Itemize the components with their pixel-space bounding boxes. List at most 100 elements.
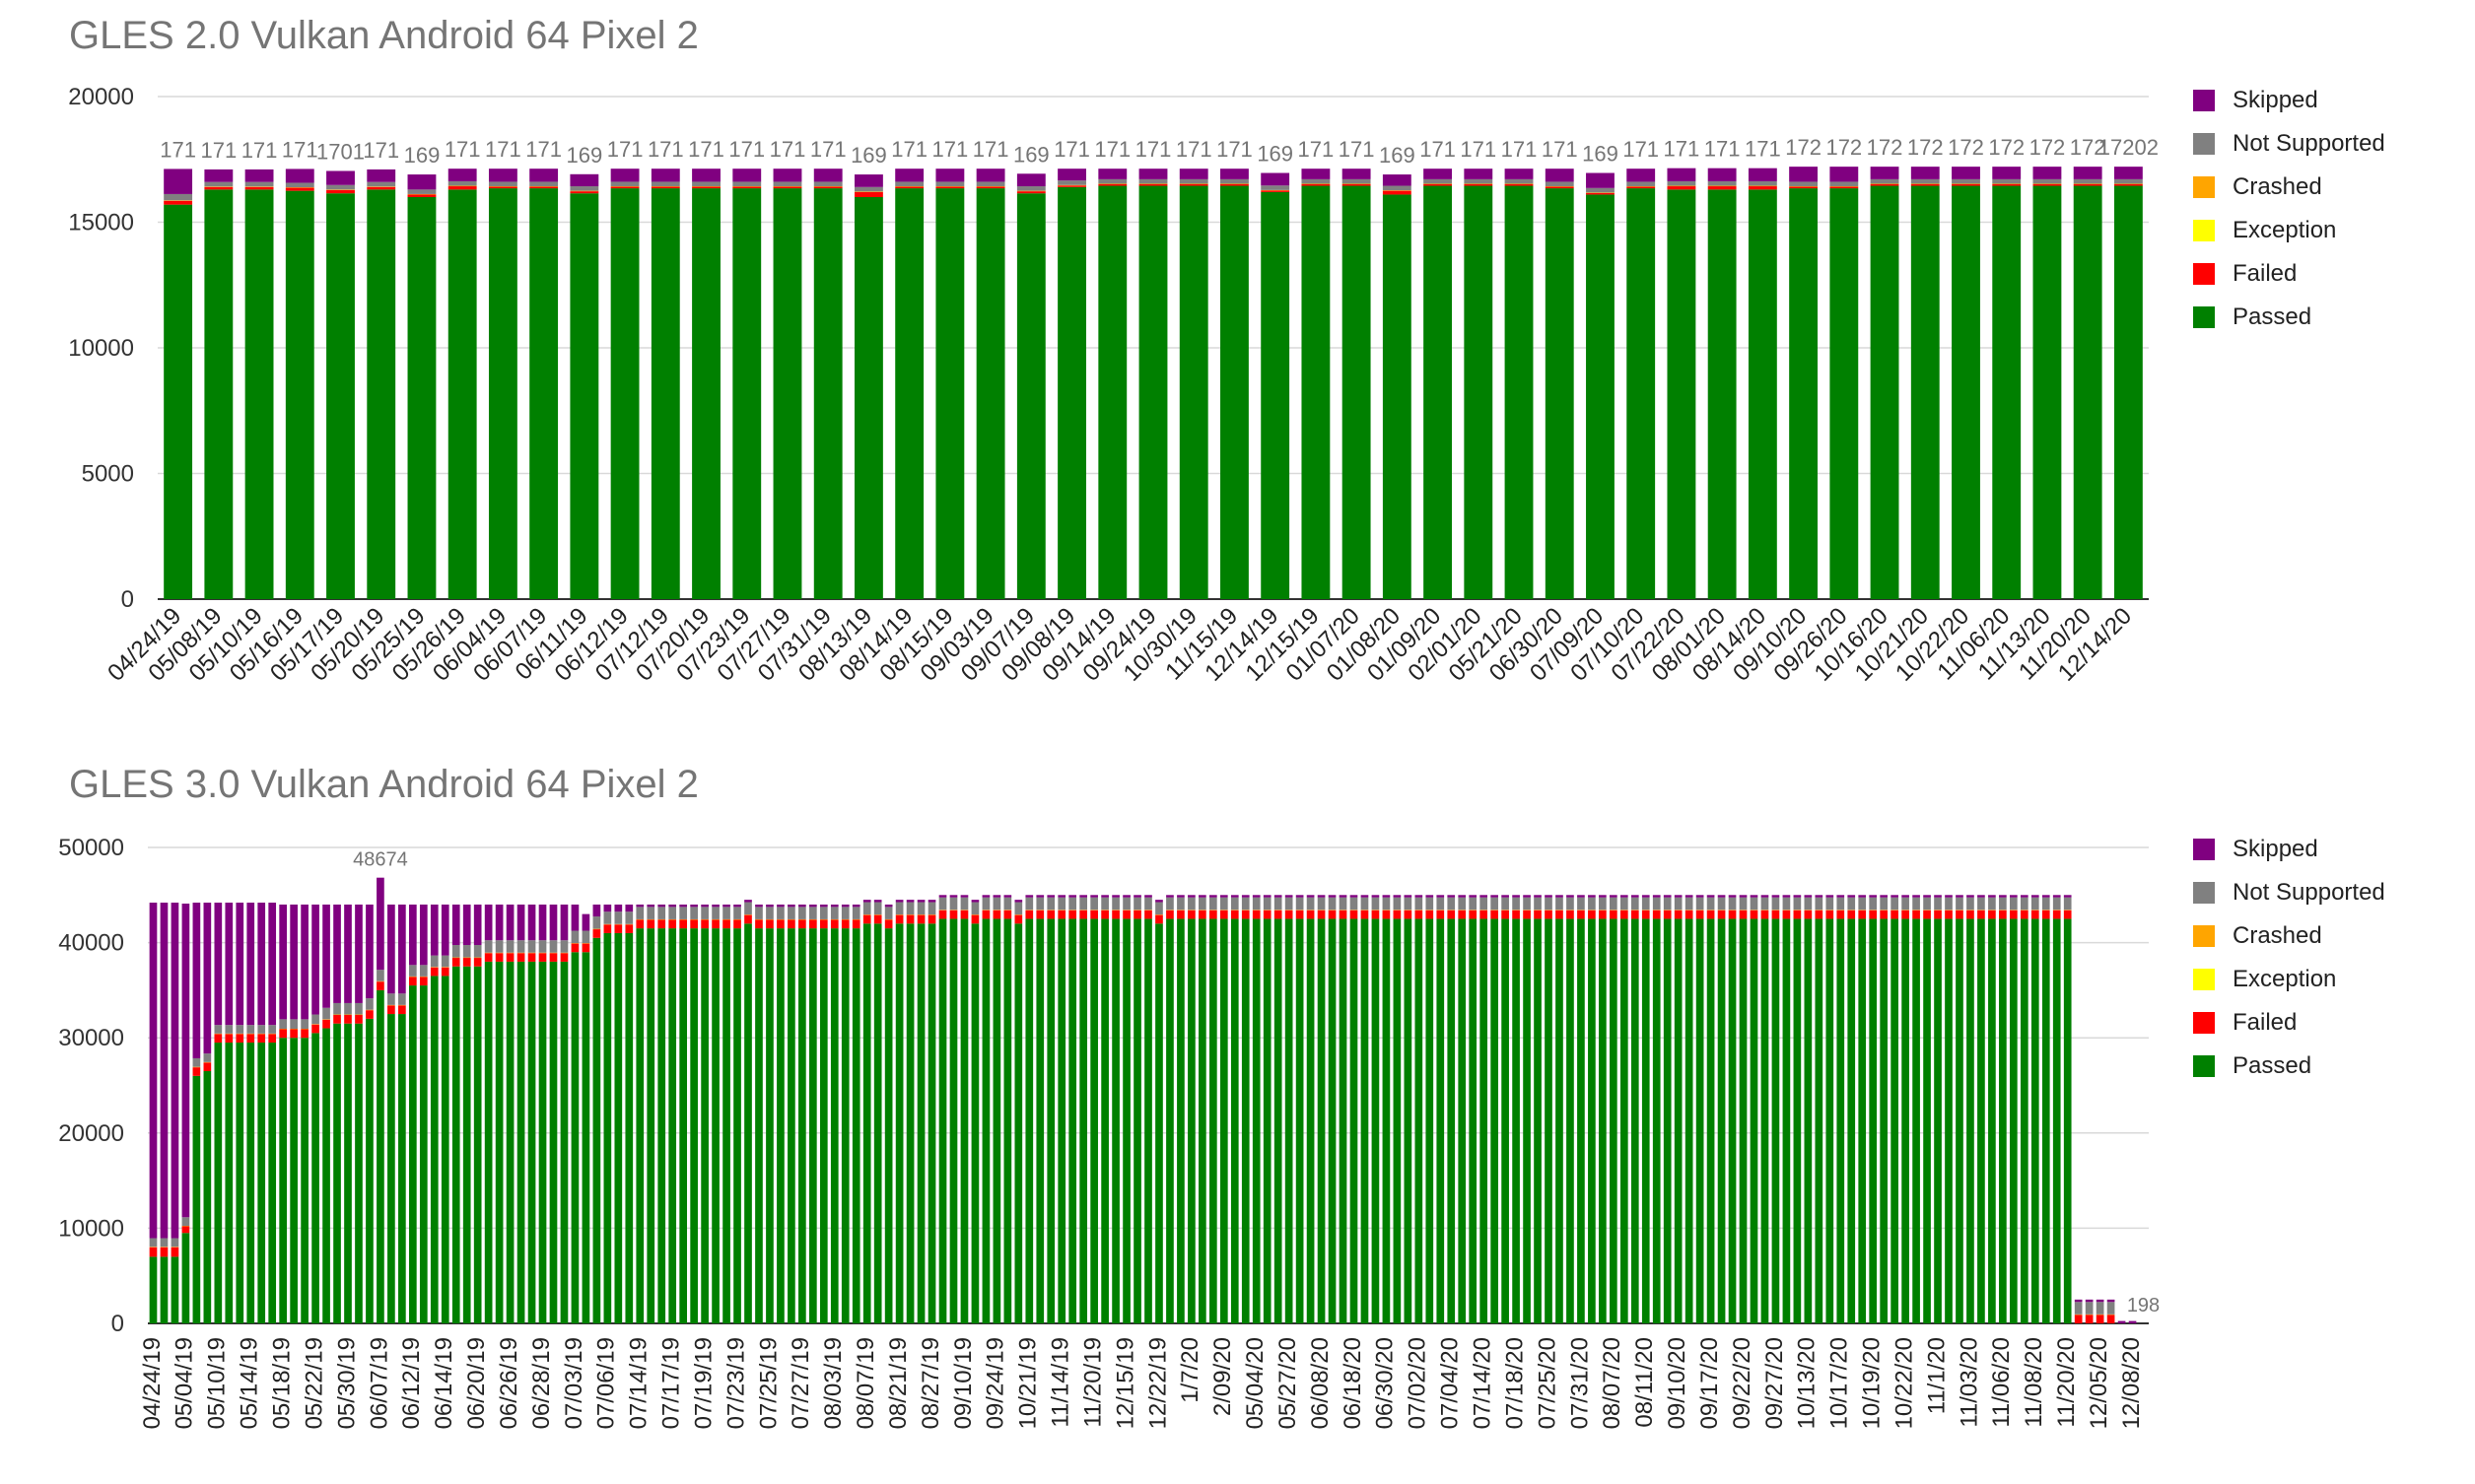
bar-segment-passed	[1652, 918, 1661, 1323]
bar-segment-not-supported	[1079, 897, 1088, 911]
legend-label: Skipped	[2233, 836, 2318, 862]
bar-segment-skipped	[560, 904, 569, 941]
bar-segment-skipped	[1609, 895, 1617, 898]
bar-segment-not-supported	[1490, 897, 1498, 911]
data-label: 171	[1745, 137, 1781, 162]
data-label: 172	[1785, 135, 1822, 160]
bar-segment-passed	[1566, 918, 1574, 1323]
bar-segment-not-supported	[1436, 897, 1445, 911]
bar-segment-not-supported	[1825, 897, 1834, 911]
bar-segment-failed	[322, 1019, 330, 1029]
bar-segment-failed	[451, 958, 460, 967]
data-label: 171	[1460, 137, 1496, 162]
x-tick-label: 05/10/19	[204, 1337, 231, 1429]
bar-segment-failed	[1469, 910, 1478, 919]
bar-segment-not-supported	[755, 907, 763, 919]
x-tick-label: 1/7/20	[1177, 1337, 1203, 1403]
bar-segment-skipped	[1880, 895, 1889, 898]
bar-segment-failed	[813, 186, 843, 189]
data-label: 171	[688, 137, 724, 162]
legend-label: Failed	[2233, 260, 2298, 287]
bar-segment-passed	[701, 928, 709, 1323]
data-label: 172	[2029, 135, 2066, 160]
bar-segment-skipped	[1910, 167, 1940, 179]
bar-segment-passed	[755, 928, 763, 1323]
bar-segment-skipped	[2085, 1299, 2094, 1303]
bar-segment-skipped	[636, 904, 645, 908]
bar-segment-failed	[884, 919, 893, 929]
legend-swatch	[2193, 220, 2215, 241]
bar-segment-not-supported	[1155, 902, 1163, 915]
bar-segment-skipped	[1934, 895, 1942, 898]
bar-segment-skipped	[625, 904, 634, 912]
bar-segment-not-supported	[1782, 897, 1791, 911]
bar-segment-crashed	[976, 186, 1005, 187]
bar-segment-failed	[1317, 910, 1326, 919]
bar-segment-failed	[2106, 1315, 2115, 1323]
bar-segment-failed	[1025, 910, 1034, 919]
x-tick-label: 12/22/19	[1144, 1337, 1171, 1429]
bar-segment-not-supported	[873, 902, 882, 915]
bar-segment-failed	[1977, 910, 1985, 919]
data-label: 171	[728, 137, 765, 162]
x-tick-label: 06/26/19	[496, 1337, 522, 1429]
bar-segment-passed	[1663, 918, 1672, 1323]
bar-segment-passed	[1166, 918, 1174, 1323]
y-tick-label: 50000	[58, 835, 124, 861]
bar-segment-failed	[1079, 910, 1088, 919]
bar-segment-not-supported	[322, 1007, 330, 1020]
bar-segment-not-supported	[917, 902, 926, 915]
bar-segment-not-supported	[1836, 897, 1845, 911]
legend-swatch	[2193, 882, 2215, 904]
bar-segment-skipped	[884, 904, 893, 908]
bar-segment-passed	[1371, 918, 1380, 1323]
bar-segment-not-supported	[668, 907, 677, 919]
bar-segment-not-supported	[160, 1238, 169, 1248]
bar-segment-skipped	[603, 904, 612, 912]
bar-segment-skipped	[225, 903, 234, 1026]
bar-segment-passed	[603, 932, 612, 1323]
bar-segment-not-supported	[1545, 897, 1552, 911]
bar-segment-failed	[149, 1247, 158, 1257]
bar-segment-failed	[1188, 910, 1196, 919]
bar-segment-skipped	[1208, 895, 1217, 898]
bar-segment-not-supported	[1609, 897, 1617, 911]
bar-segment-not-supported	[1717, 897, 1726, 911]
bar-segment-not-supported	[625, 911, 634, 924]
legend-swatch	[2193, 176, 2215, 198]
x-tick-label: 06/20/19	[463, 1337, 490, 1429]
bar-segment-passed	[1047, 918, 1056, 1323]
bar-segment-skipped	[164, 169, 193, 194]
bar-segment-failed	[1501, 910, 1509, 919]
bar-segment-failed	[1295, 910, 1304, 919]
data-label: 171	[1419, 137, 1456, 162]
data-label: 171	[607, 137, 644, 162]
bar-segment-failed	[1199, 910, 1206, 919]
bar-segment-failed	[592, 929, 601, 938]
legend-swatch	[2193, 133, 2215, 155]
bar-segment-passed	[1836, 918, 1845, 1323]
x-tick-label: 09/10/20	[1664, 1337, 1690, 1429]
bar-segment-passed	[873, 923, 882, 1323]
bar-segment-skipped	[773, 169, 802, 182]
bar-segment-passed	[884, 928, 893, 1323]
bar-segment-skipped	[808, 904, 817, 908]
bar-segment-crashed	[1626, 186, 1656, 187]
bar-segment-not-supported	[1663, 897, 1672, 911]
data-label: 172	[1825, 135, 1862, 160]
bar-segment-failed	[982, 910, 991, 919]
bar-segment-failed	[1545, 910, 1552, 919]
y-tick-label: 30000	[58, 1025, 124, 1051]
bar-segment-not-supported	[1003, 897, 1012, 911]
bar-segment-not-supported	[906, 902, 915, 915]
bar-segment-skipped	[1836, 895, 1845, 898]
bar-segment-skipped	[1220, 169, 1249, 179]
bar-segment-skipped	[1912, 895, 1920, 898]
bar-segment-failed	[1490, 910, 1498, 919]
bar-segment-skipped	[614, 904, 623, 912]
x-tick-label: 08/11/20	[1631, 1337, 1658, 1428]
bar-segment-crashed	[1098, 183, 1128, 184]
bar-segment-failed	[204, 186, 234, 190]
bar-segment-passed	[430, 976, 439, 1323]
bar-segment-not-supported	[2032, 178, 2062, 184]
